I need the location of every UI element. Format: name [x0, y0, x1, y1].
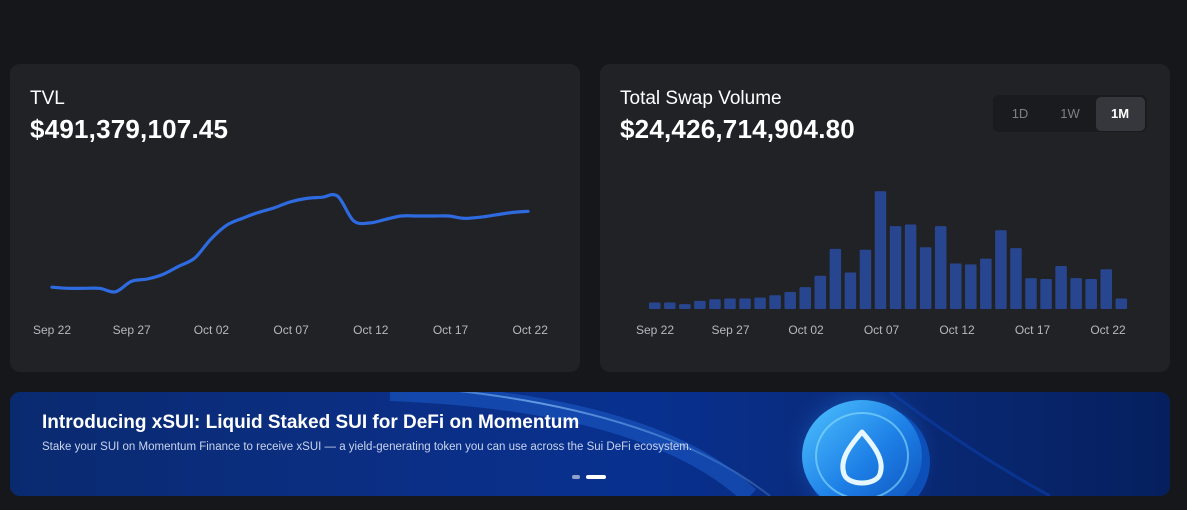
tvl-x-tick-label: Oct 17 — [433, 323, 469, 337]
volume-x-tick-label: Oct 07 — [864, 323, 900, 337]
swap-volume-bar[interactable] — [889, 226, 902, 309]
banner-title: Introducing xSUI: Liquid Staked SUI for … — [42, 412, 580, 433]
swap-volume-bar[interactable] — [1025, 278, 1037, 309]
tvl-x-tick-label: Sep 27 — [113, 323, 151, 337]
tvl-x-tick-label: Oct 12 — [353, 323, 389, 337]
volume-x-tick-label: Oct 17 — [1015, 323, 1051, 337]
swap-volume-bar[interactable] — [859, 249, 872, 309]
swap-volume-bar[interactable] — [950, 263, 962, 310]
tvl-x-tick-label: Sep 22 — [33, 323, 71, 337]
pager-dot-2[interactable] — [586, 475, 606, 479]
swap-volume-bar[interactable] — [1115, 298, 1128, 309]
tvl-x-tick-label: Oct 02 — [194, 323, 230, 337]
volume-x-tick-label: Oct 12 — [939, 323, 975, 337]
xsui-coin-icon — [802, 400, 930, 496]
tvl-value: $491,379,107.45 — [30, 114, 229, 144]
swap-volume-bar[interactable] — [769, 295, 781, 309]
swap-volume-bar[interactable] — [754, 297, 766, 309]
swap-volume-bar[interactable] — [965, 264, 977, 309]
swap-volume-bar[interactable] — [1100, 269, 1113, 309]
range-button-1w[interactable]: 1W — [1060, 105, 1080, 121]
swap-volume-bar[interactable] — [784, 291, 796, 309]
swap-volume-bar[interactable] — [664, 302, 676, 310]
swap-volume-bar[interactable] — [844, 272, 857, 309]
volume-x-tick-label: Sep 22 — [636, 323, 674, 337]
volume-x-tick-label: Oct 22 — [1090, 323, 1126, 337]
swap-volume-bar[interactable] — [919, 247, 932, 309]
range-button-1d[interactable]: 1D — [1011, 105, 1029, 121]
swap-volume-bar[interactable] — [739, 298, 751, 309]
range-button-1m[interactable]: 1M — [1095, 96, 1145, 131]
swap-volume-label: Total Swap Volume — [620, 88, 782, 109]
swap-volume-bar[interactable] — [1070, 278, 1082, 309]
pager-dot-1[interactable] — [572, 475, 580, 479]
swap-volume-bar[interactable] — [934, 226, 947, 309]
swap-volume-bar-chart[interactable]: Sep 22 Sep 27 Oct 02 Oct 07 Oct 12 Oct 17 Oct … — [600, 64, 1170, 372]
tvl-label: TVL — [30, 88, 65, 109]
swap-volume-bar[interactable] — [679, 304, 691, 309]
swap-volume-bar[interactable] — [1055, 265, 1067, 309]
banner-subtitle: Stake your SUI on Momentum Finance to re… — [42, 441, 693, 453]
tvl-series-line — [50, 193, 530, 294]
swap-volume-bar[interactable] — [829, 248, 842, 309]
swap-volume-bar[interactable] — [649, 302, 661, 310]
volume-x-tick-label: Oct 02 — [788, 323, 824, 337]
time-range-toggle: 1D 1W 1M — [993, 95, 1147, 132]
swap-volume-bar[interactable] — [904, 224, 917, 310]
swap-volume-bar[interactable] — [1085, 278, 1097, 309]
banner-background-art — [389, 392, 1051, 496]
swap-volume-bar[interactable] — [995, 230, 1007, 309]
tvl-card: TVL $491,379,107.45 Sep 22 Sep 27 Oct 02 Oc… — [10, 64, 580, 372]
swap-volume-bar[interactable] — [980, 258, 992, 309]
banner-pager — [572, 475, 606, 479]
tvl-x-tick-label: Oct 07 — [273, 323, 309, 337]
promo-banner[interactable]: Introducing xSUI: Liquid Staked SUI for … — [10, 392, 1170, 496]
swap-volume-bar[interactable] — [814, 275, 827, 309]
tvl-line-chart[interactable]: Sep 22 Sep 27 Oct 02 Oct 07 Oct 12 Oct 17 Oct … — [10, 64, 580, 372]
swap-volume-bar[interactable] — [1010, 248, 1022, 309]
swap-volume-bar[interactable] — [1040, 278, 1052, 309]
tvl-x-tick-label: Oct 22 — [513, 323, 549, 337]
swap-volume-value: $24,426,714,904.80 — [620, 114, 855, 144]
swap-volume-bar[interactable] — [724, 298, 736, 309]
volume-x-tick-label: Sep 27 — [711, 323, 749, 337]
swap-volume-bar[interactable] — [694, 300, 706, 309]
swap-volume-bar[interactable] — [799, 287, 812, 309]
swap-volume-card: Total Swap Volume $24,426,714,904.80 1D … — [600, 64, 1170, 372]
swap-volume-bar[interactable] — [874, 191, 887, 309]
swap-volume-bar[interactable] — [709, 299, 721, 309]
